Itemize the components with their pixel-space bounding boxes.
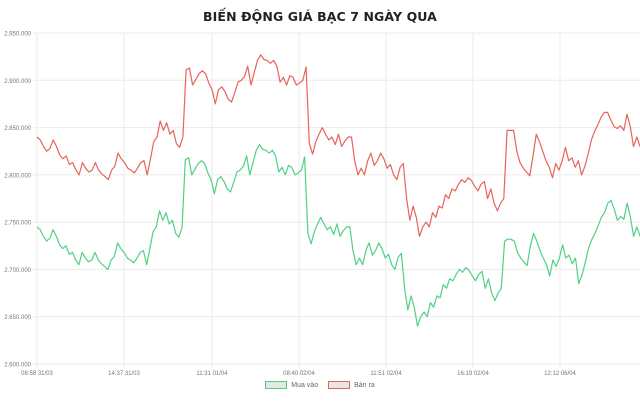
svg-text:11:51 02/04: 11:51 02/04 [370, 371, 402, 377]
svg-text:12:12 06/04: 12:12 06/04 [544, 371, 576, 377]
y-axis-tick-labels: 2.600.000 2.650.000 2.700.000 2.750.000 2.80… [4, 32, 31, 369]
svg-text:2.750.000: 2.750.000 [4, 221, 31, 227]
legend-item-sell[interactable]: Bán ra [328, 381, 375, 389]
chart-title: BIẾN ĐỘNG GIÁ BẠC 7 NGÀY QUA [203, 9, 437, 24]
legend-item-buy[interactable]: Mua vào [265, 381, 318, 389]
svg-text:08:58 31/03: 08:58 31/03 [21, 371, 53, 377]
series-lines [36, 54, 640, 327]
x-axis-tick-labels: 08:58 31/03 14:37 31/03 11:31 01/04 08:40 0… [21, 371, 576, 377]
svg-text:16:19 02/04: 16:19 02/04 [457, 371, 489, 377]
svg-text:14:37 31/03: 14:37 31/03 [108, 371, 140, 377]
legend-swatch-sell [328, 381, 351, 389]
legend-label-buy: Mua vào [291, 381, 319, 389]
legend-label-sell: Bán ra [354, 381, 375, 389]
svg-text:2.600.000: 2.600.000 [4, 363, 31, 369]
svg-text:2.900.000: 2.900.000 [4, 79, 31, 85]
grid-lines [33, 32, 640, 368]
legend: Mua vào Bán ra [0, 381, 640, 389]
svg-text:11:31 01/04: 11:31 01/04 [196, 371, 228, 377]
svg-text:2.800.000: 2.800.000 [4, 173, 31, 179]
svg-text:2.700.000: 2.700.000 [4, 268, 31, 274]
svg-text:08:40 02/04: 08:40 02/04 [283, 371, 315, 377]
svg-text:2.850.000: 2.850.000 [4, 126, 31, 132]
svg-text:2.650.000: 2.650.000 [4, 315, 31, 321]
legend-swatch-buy [265, 381, 288, 389]
svg-text:2.950.000: 2.950.000 [4, 32, 31, 38]
